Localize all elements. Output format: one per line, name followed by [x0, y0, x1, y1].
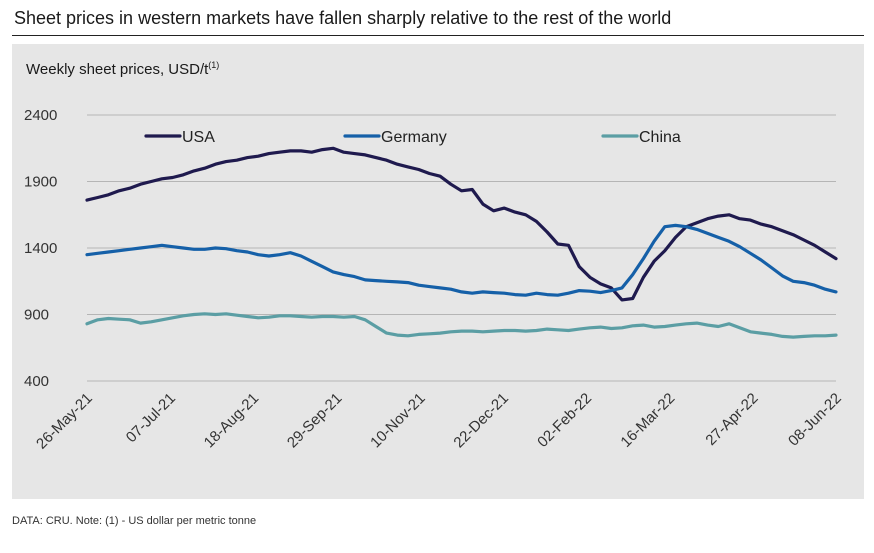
subtitle-note-mark: (1) [208, 60, 220, 70]
x-tick-label: 10-Nov-21 [367, 390, 429, 452]
x-tick-label: 02-Feb-22 [534, 390, 595, 451]
title-divider [12, 35, 864, 36]
subtitle-text: Weekly sheet prices, USD/t [26, 61, 209, 78]
x-tick-label: 16-Mar-22 [617, 390, 678, 451]
x-tick-label: 22-Dec-21 [450, 390, 512, 452]
series-line-usa [85, 146, 838, 302]
legend-label-germany: Germany [381, 129, 447, 146]
y-tick-label: 1900 [24, 174, 57, 191]
y-tick-label: 900 [24, 307, 49, 324]
x-tick-label: 26-May-21 [33, 390, 96, 453]
y-tick-label: 400 [24, 373, 49, 390]
series-line-germany [85, 223, 838, 297]
y-tick-label: 2400 [24, 107, 57, 124]
series-line-china [85, 312, 838, 339]
x-tick-label: 27-Apr-22 [702, 390, 761, 449]
y-tick-label: 1400 [24, 240, 57, 257]
source-note: DATA: CRU. Note: (1) - US dollar per met… [12, 515, 257, 527]
x-tick-label: 08-Jun-22 [785, 390, 845, 450]
chart-panel [12, 44, 864, 499]
x-tick-label: 18-Aug-21 [201, 390, 263, 452]
legend-label-china: China [639, 129, 681, 146]
x-tick-label: 07-Jul-21 [123, 390, 179, 446]
chart-subtitle: Weekly sheet prices, USD/t(1) [26, 60, 219, 78]
legend-label-usa: USA [182, 129, 215, 146]
x-tick-label: 29-Sep-21 [284, 390, 346, 452]
chart-title: Sheet prices in western markets have fal… [14, 8, 672, 28]
